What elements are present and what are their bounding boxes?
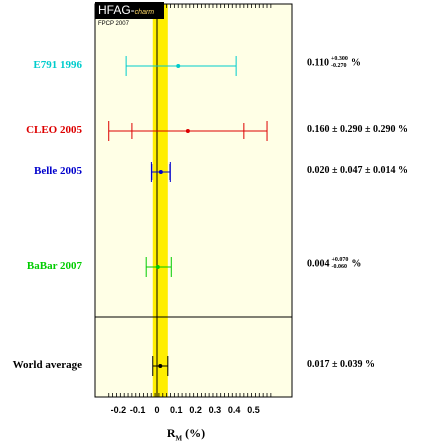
- experiment-label: CLEO 2005: [26, 124, 82, 136]
- experiment-label: E791 1996: [33, 59, 82, 71]
- measurement-value: 0.160 ± 0.290 ± 0.290 %: [307, 124, 408, 135]
- x-axis-label: RM (%): [166, 426, 206, 443]
- x-tick-label: 0.2: [189, 405, 202, 415]
- measurement-value: 0.004 +0.070 -0.060%: [307, 257, 362, 270]
- measurement-value: 0.020 ± 0.047 ± 0.014 %: [307, 165, 408, 176]
- measurement-value: 0.110 +0.300 -0.270%: [307, 56, 361, 69]
- measurement-value: 0.017 ± 0.039 %: [307, 359, 375, 370]
- x-tick-label: 0: [154, 405, 160, 415]
- experiment-label: Belle 2005: [34, 165, 82, 177]
- experiment-label: World average: [12, 359, 82, 371]
- data-point: [155, 265, 160, 269]
- data-point: [158, 364, 163, 368]
- x-tick-label: 0.3: [208, 405, 222, 415]
- x-tick-label: 0.4: [227, 405, 241, 415]
- data-point: [176, 64, 181, 68]
- x-tick-label: 0.5: [247, 405, 260, 415]
- experiment-label: BaBar 2007: [26, 260, 82, 272]
- plot-background: [95, 4, 292, 397]
- x-tick-label: -0.2: [110, 405, 127, 415]
- hfag-logo: HFAG-charm: [95, 2, 164, 19]
- average-band: [152, 4, 168, 397]
- logo-subtitle: FPCP 2007: [98, 21, 129, 27]
- data-point: [185, 129, 190, 133]
- data-point: [158, 170, 163, 174]
- x-tick-label: 0.1: [170, 405, 183, 415]
- x-tick-label: -0.1: [129, 405, 146, 415]
